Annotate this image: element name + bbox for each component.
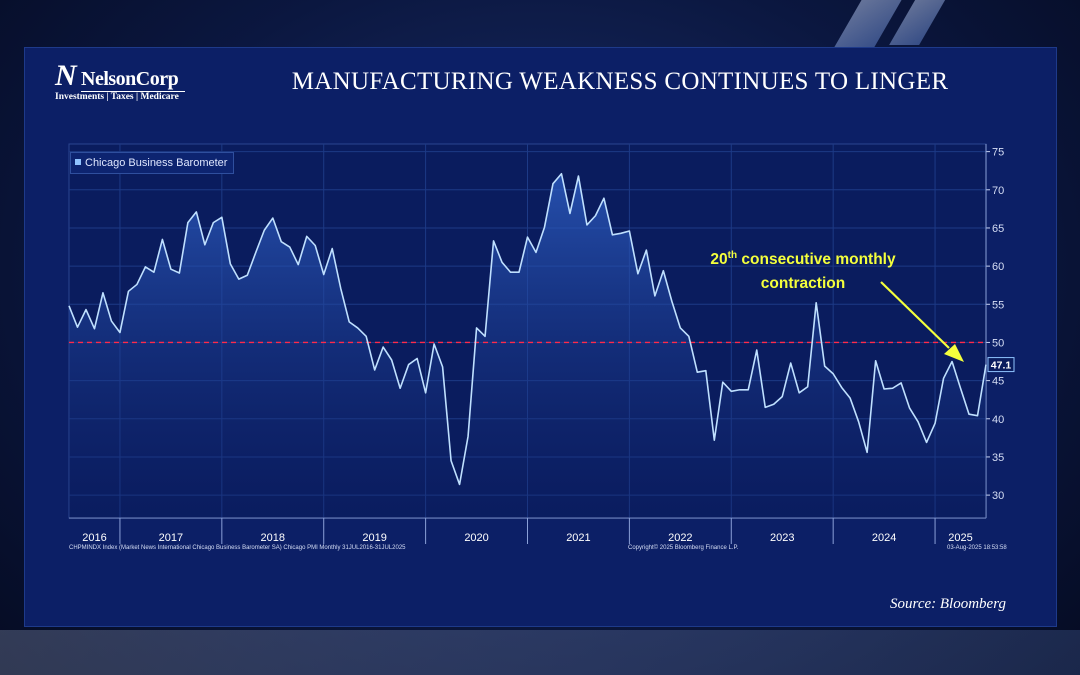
x-tick-label: 2022 xyxy=(668,532,692,544)
last-value-label: 47.1 xyxy=(991,360,1012,372)
x-tick-label: 2024 xyxy=(872,532,896,544)
x-tick-label: 2019 xyxy=(362,532,386,544)
legend-swatch xyxy=(75,159,81,165)
slide-title: MANUFACTURING WEAKNESS CONTINUES TO LING… xyxy=(291,68,949,95)
y-tick-label: 70 xyxy=(992,185,1004,197)
y-tick-label: 30 xyxy=(992,490,1004,502)
logo-name: NelsonCorp xyxy=(81,68,179,90)
x-tick-label: 2016 xyxy=(82,532,106,544)
annotation-text: consecutive monthly xyxy=(737,251,896,269)
y-tick-label: 35 xyxy=(992,452,1004,464)
footer-copyright: Copyright© 2025 Bloomberg Finance L.P. xyxy=(628,545,739,551)
footer-timestamp: 03-Aug-2025 18:53:58 xyxy=(947,545,1007,551)
series-line xyxy=(68,172,987,486)
chart-legend: Chicago Business Barometer xyxy=(70,152,235,174)
chart-annotation: 20th consecutive monthly contraction xyxy=(678,244,928,296)
y-tick-label: 45 xyxy=(992,376,1004,388)
logo-rule xyxy=(81,91,185,92)
backdrop-stripe xyxy=(889,0,951,45)
x-tick-label: 2023 xyxy=(770,532,794,544)
slide-panel: N NelsonCorp Investments | Taxes | Medic… xyxy=(24,47,1057,627)
last-value-box xyxy=(987,357,1015,373)
x-tick-label: 2017 xyxy=(159,532,183,544)
y-tick-label: 60 xyxy=(992,261,1004,273)
annotation-number: 20 xyxy=(710,251,728,269)
x-tick-label: 2018 xyxy=(261,532,285,544)
y-tick-label: 75 xyxy=(992,147,1004,159)
source-note: Source: Bloomberg xyxy=(890,596,1006,612)
annotation-arrow-shaft xyxy=(880,281,950,349)
y-tick-label: 50 xyxy=(992,337,1004,349)
legend-label: Chicago Business Barometer xyxy=(85,157,228,169)
y-tick-label: 40 xyxy=(992,414,1004,426)
annotation-arrow-head xyxy=(944,344,964,362)
x-tick-label: 2021 xyxy=(566,532,590,544)
backdrop-stripe xyxy=(0,630,1080,675)
logo-mark: N xyxy=(55,59,77,92)
series-area xyxy=(69,173,986,518)
y-tick-label: 65 xyxy=(992,223,1004,235)
x-tick-label: 2020 xyxy=(464,532,488,544)
footer-index-note: CHPMINDX Index (Market News Internationa… xyxy=(69,545,406,551)
annotation-text-2: contraction xyxy=(760,275,846,293)
logo-tagline: Investments | Taxes | Medicare xyxy=(55,92,179,102)
x-tick-label: 2025 xyxy=(948,532,972,544)
y-tick-label: 55 xyxy=(992,299,1004,311)
annotation-ordinal: th xyxy=(727,250,738,261)
